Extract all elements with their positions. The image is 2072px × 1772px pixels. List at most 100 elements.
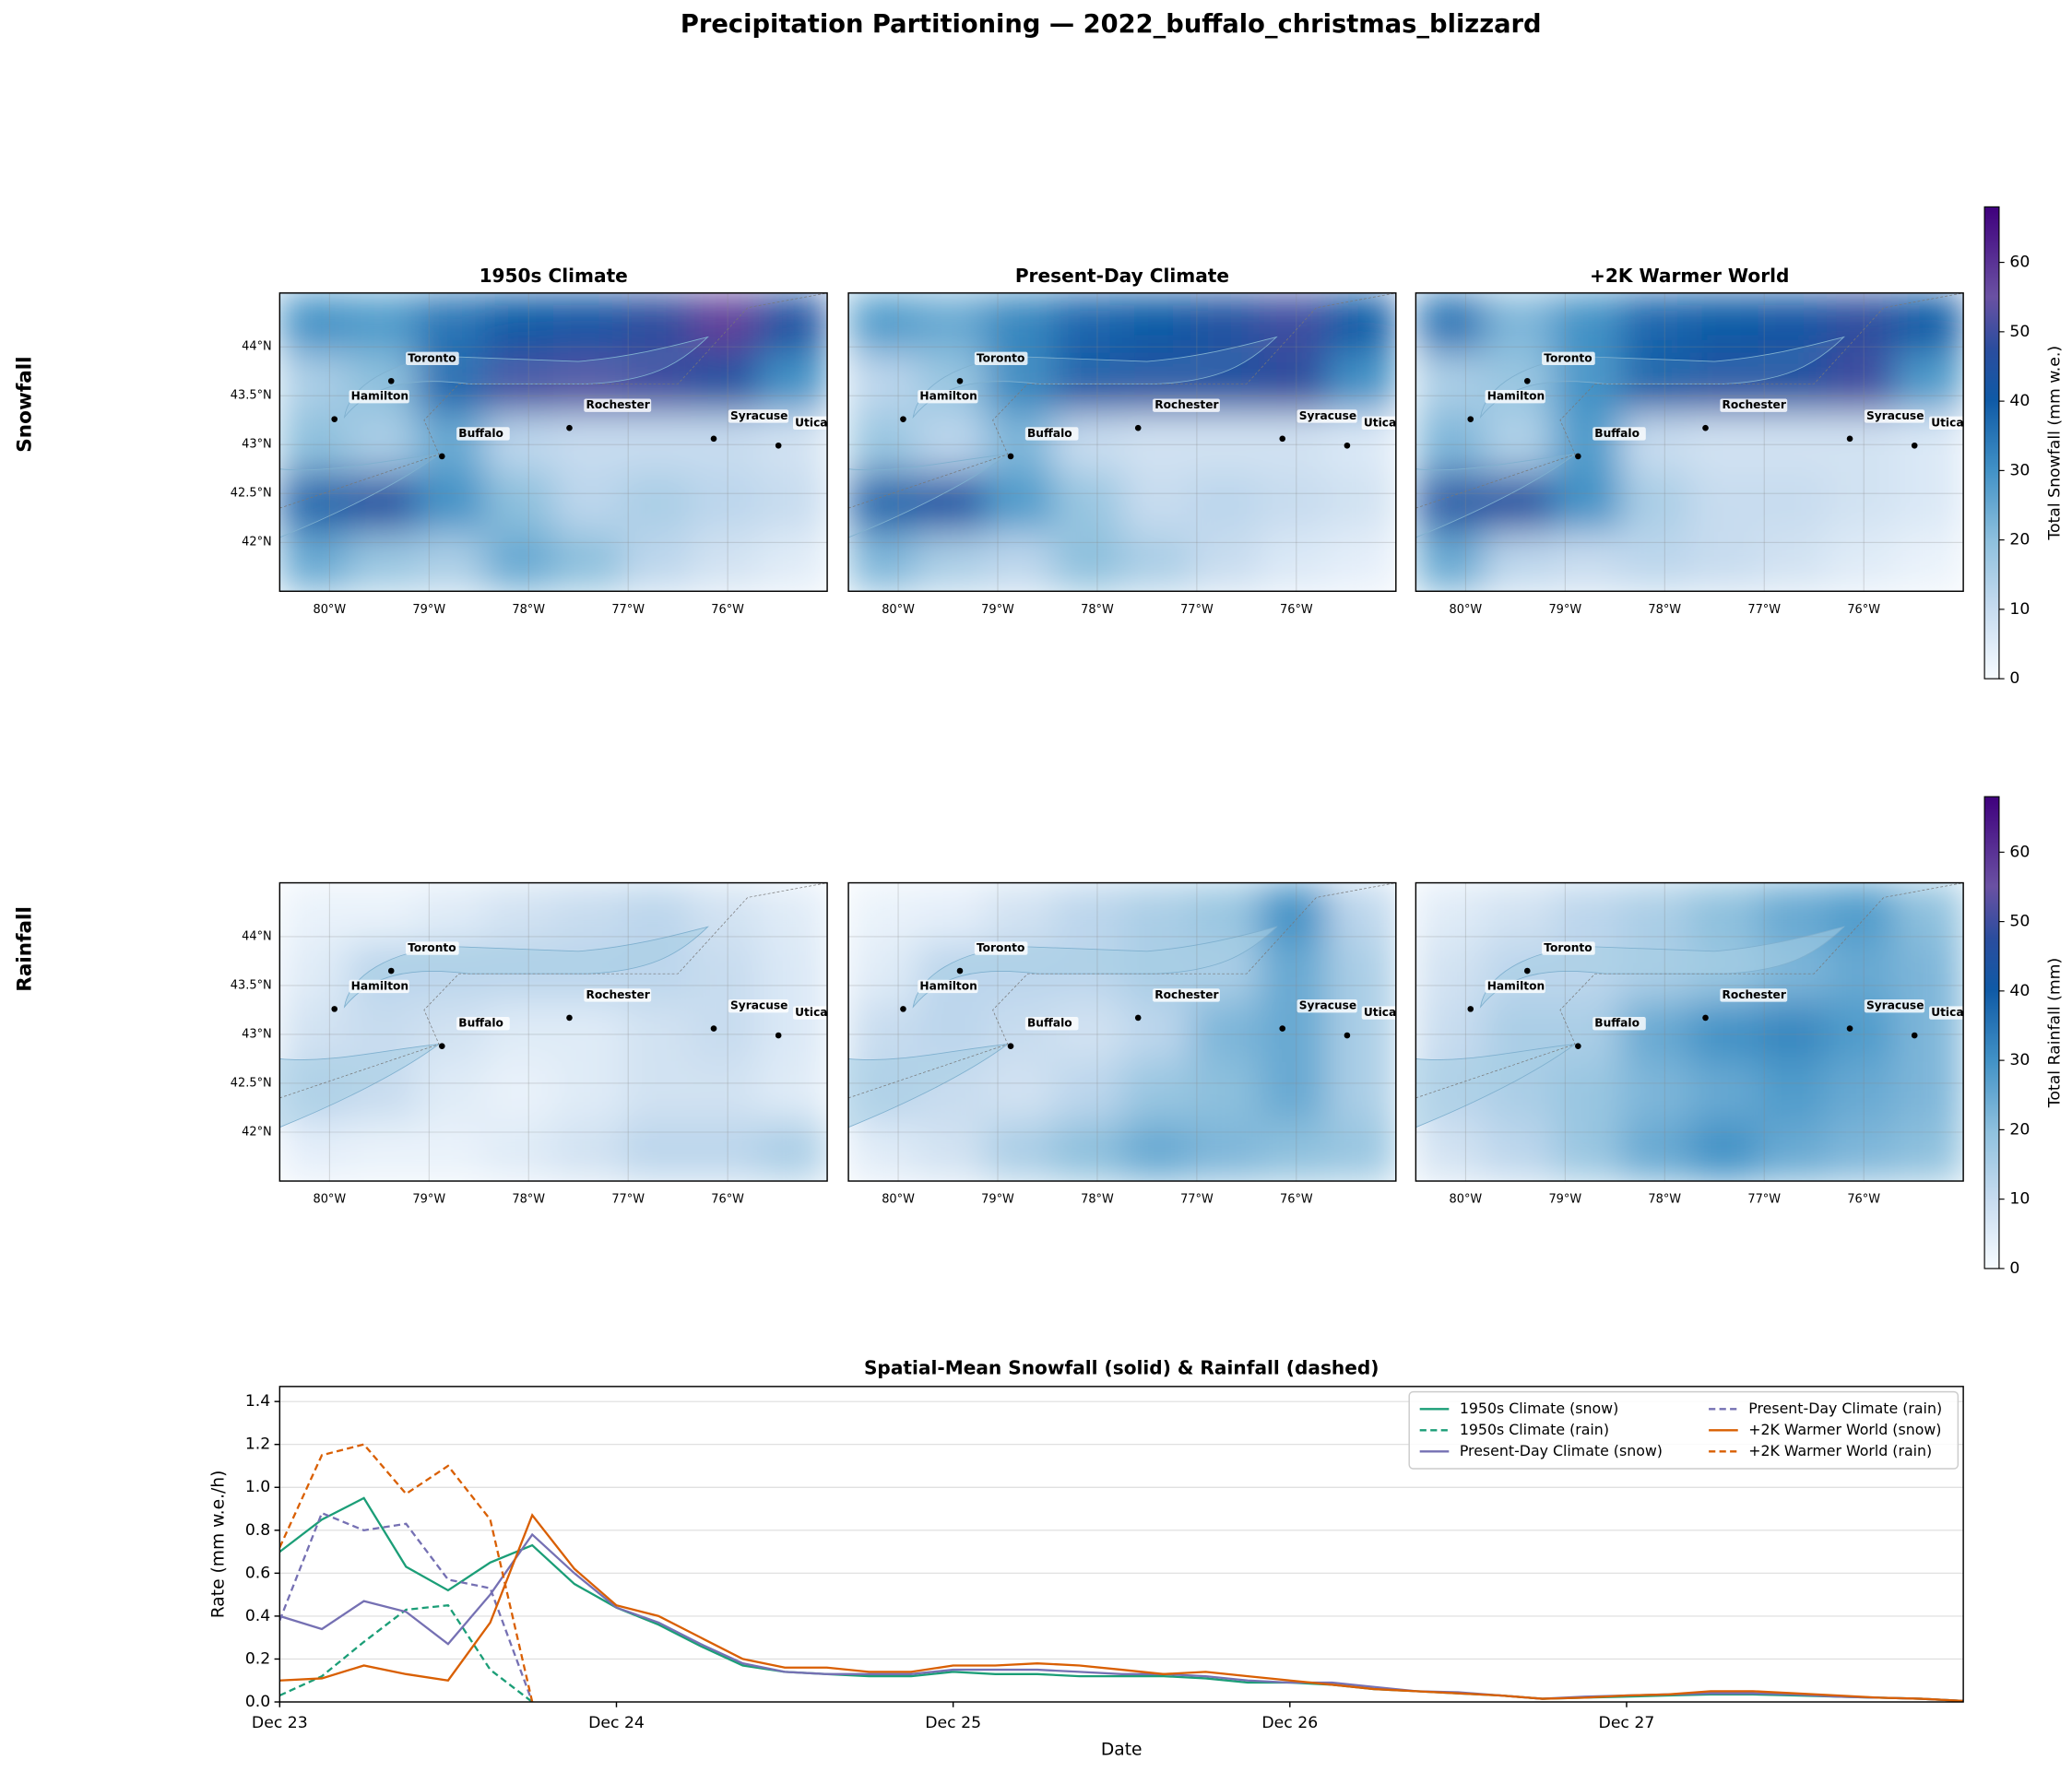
colorbar-tick-label: 50 (2009, 323, 2030, 341)
heatmap-cell (1621, 1001, 1690, 1063)
city-label: Rochester (586, 398, 649, 411)
heatmap-cell (1894, 352, 1964, 413)
heatmap-cell (758, 1121, 828, 1182)
heatmap-cell (690, 1121, 760, 1182)
heatmap-cell (1415, 412, 1486, 473)
x-tick-label: 77°W (1747, 603, 1781, 617)
y-tick-label: 44°N (242, 340, 272, 354)
heatmap-cell (1327, 942, 1396, 1003)
city-marker (1523, 377, 1531, 384)
y-tick-label: 43.5°N (231, 389, 272, 403)
heatmap-cell (848, 471, 918, 533)
city-label: Toronto (1544, 351, 1592, 364)
series-line (279, 1513, 1964, 1703)
city-marker (331, 416, 338, 422)
heatmap-cell (622, 531, 692, 592)
heatmap-cell (1121, 1001, 1191, 1063)
city-label-bg (1720, 988, 1788, 1002)
heatmap-cell (1552, 1061, 1622, 1123)
heatmap-cell (348, 471, 418, 533)
map-frame (847, 292, 1397, 593)
city-label-bg (974, 941, 1028, 955)
city-label: Hamilton (919, 390, 977, 403)
city-label-bg (1929, 1006, 1964, 1020)
heatmap-cell (917, 412, 987, 473)
heatmap-cell (690, 471, 760, 533)
city-label: Hamilton (1487, 390, 1545, 403)
x-tick-label: 76°W (1847, 1193, 1880, 1207)
x-tick-label: 80°W (882, 1193, 915, 1207)
heatmap-cell (1758, 1061, 1828, 1123)
heatmap-cell (1758, 531, 1828, 592)
heatmap-cell (690, 942, 760, 1003)
colorbar-tick-label: 50 (2009, 913, 2030, 931)
x-tick-label: 77°W (1747, 1193, 1781, 1207)
city-label: Utica (1931, 416, 1963, 429)
y-tick-label: 42.5°N (231, 1076, 272, 1090)
city-label: Buffalo (458, 1017, 503, 1030)
city-label-bg (1929, 416, 1964, 431)
x-tick-label: 77°W (1180, 1193, 1214, 1207)
heatmap-cell (848, 882, 918, 943)
city-label-bg (974, 351, 1028, 366)
heatmap-cells (848, 882, 1396, 1182)
heatmap-cell (1415, 292, 1486, 354)
x-tick-label: 76°W (711, 1193, 744, 1207)
lake-ontario (1479, 336, 1845, 419)
city-label-bg (728, 998, 789, 1013)
heatmap-cell (1415, 942, 1486, 1003)
heatmap-cell (1121, 882, 1191, 943)
heatmap-cell (1484, 1121, 1554, 1182)
heatmap-cell (553, 1121, 623, 1182)
heatmap-cell (484, 1061, 554, 1123)
heatmap-cell (1894, 292, 1964, 354)
heatmap-cell (985, 1121, 1055, 1182)
y-tick-label: 42°N (242, 1125, 272, 1139)
city-label: Rochester (1154, 398, 1218, 411)
colorbar-tick-label: 0 (2009, 669, 2019, 688)
heatmap-cell (848, 1121, 918, 1182)
heatmap-cell (917, 531, 987, 592)
border (848, 292, 1396, 509)
heatmap-cell (484, 882, 554, 943)
x-tick-label: Dec 23 (252, 1714, 308, 1732)
city-marker (1007, 1043, 1014, 1049)
y-tick-label: 43°N (242, 1027, 272, 1041)
border (848, 882, 1396, 1099)
heatmap-cell (690, 1061, 760, 1123)
lake-ontario (912, 336, 1278, 419)
city-marker (1279, 1025, 1286, 1032)
heatmap-cell (848, 352, 918, 413)
city-label-bg (1864, 998, 1925, 1013)
city-marker (900, 416, 906, 422)
legend-box (1408, 1390, 1960, 1470)
x-tick-label: 79°W (1548, 1193, 1581, 1207)
heatmap-cell (1327, 471, 1396, 533)
heatmap-cell (1484, 531, 1554, 592)
y-tick-label: 0.4 (245, 1607, 270, 1625)
city-label-bg (728, 409, 789, 423)
lake-ontario (343, 926, 709, 1009)
heatmap-cell (279, 882, 349, 943)
colorbar-tick-label: 0 (2009, 1259, 2019, 1278)
heatmap-cell (279, 942, 349, 1003)
x-tick-label: 78°W (1648, 1193, 1681, 1207)
colorbar-tick-label: 30 (2009, 461, 2030, 479)
x-tick-label: 78°W (512, 603, 545, 617)
heatmap-cell (484, 292, 554, 354)
city-marker (710, 1025, 717, 1032)
colorbar-tick-label: 20 (2009, 531, 2030, 549)
x-tick-label: 78°W (512, 1193, 545, 1207)
city-label: Rochester (586, 988, 649, 1001)
heatmap-cell (985, 1061, 1055, 1123)
heatmap-cell (1689, 1121, 1759, 1182)
heatmap-cell (553, 1001, 623, 1063)
map-panel: Toronto Hamilton Buffalo Rochester Syracuse U… (1415, 882, 1964, 1182)
heatmap-cell (1415, 882, 1486, 943)
heatmap-cell (1190, 882, 1261, 943)
heatmap-cell (758, 292, 828, 354)
heatmap-cell (1552, 412, 1622, 473)
heatmap-cell (1484, 412, 1554, 473)
city-marker (1344, 1032, 1351, 1039)
y-tick-label: 0.0 (245, 1693, 270, 1711)
